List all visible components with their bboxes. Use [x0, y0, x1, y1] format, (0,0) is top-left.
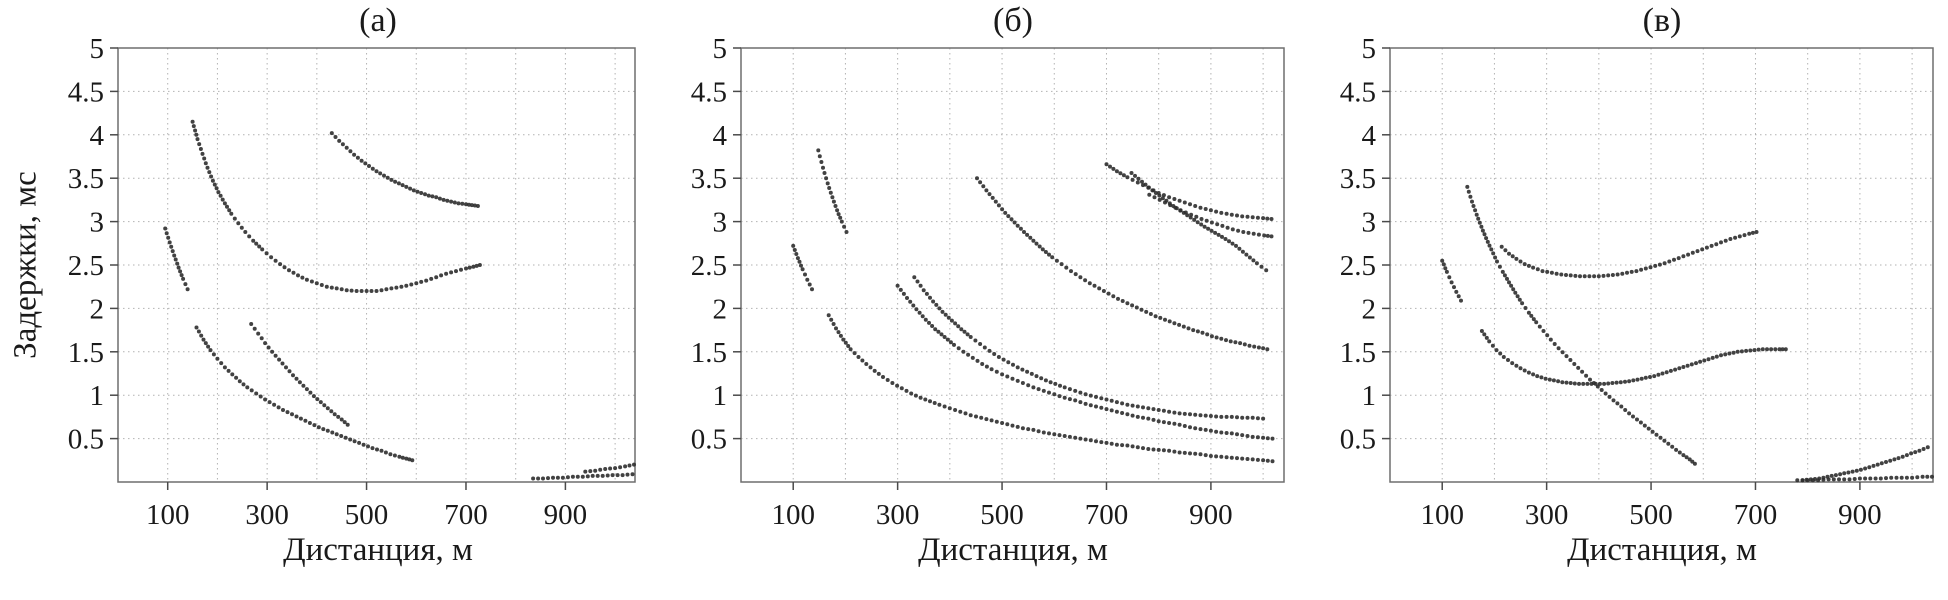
- panel-b-x-axis-label: Дистанция, м: [918, 532, 1108, 568]
- svg-text:5: 5: [713, 33, 728, 65]
- panel-b-title: (б): [993, 2, 1033, 39]
- svg-text:3.5: 3.5: [68, 163, 104, 195]
- svg-text:500: 500: [1629, 499, 1673, 531]
- svg-text:100: 100: [771, 499, 815, 531]
- svg-text:900: 900: [544, 499, 588, 531]
- panel-c-x-axis-label: Дистанция, м: [1567, 532, 1757, 568]
- svg-text:1.5: 1.5: [1340, 337, 1376, 369]
- svg-text:700: 700: [1734, 499, 1778, 531]
- data-points: [163, 119, 636, 481]
- scatter-plot-b: 100 300 500 700 900 0.5 1 1.5 2 2.5 3 3.5 4 4.5 5: [691, 33, 1285, 531]
- panel-a-x-axis-label: Дистанция, м: [283, 532, 473, 568]
- panel-c-title: (в): [1642, 2, 1682, 39]
- panel-a: (а) Задержки, мс 100 300 500 700 900 0.5 1 1.5 2…: [0, 0, 649, 600]
- svg-text:500: 500: [345, 499, 389, 531]
- svg-text:1.5: 1.5: [68, 337, 104, 369]
- svg-text:700: 700: [444, 499, 488, 531]
- svg-text:3: 3: [90, 207, 105, 239]
- svg-text:4.5: 4.5: [1340, 76, 1376, 108]
- svg-text:2: 2: [90, 293, 105, 325]
- data-points: [791, 148, 1275, 464]
- svg-text:2: 2: [1362, 293, 1377, 325]
- data-points: [1440, 184, 1934, 483]
- svg-text:5: 5: [1362, 33, 1377, 65]
- svg-text:4.5: 4.5: [68, 76, 104, 108]
- grid-lines: [118, 48, 635, 482]
- svg-text:1: 1: [1362, 380, 1377, 412]
- svg-text:300: 300: [1525, 499, 1569, 531]
- svg-text:1.5: 1.5: [691, 337, 727, 369]
- axis-ticks-and-labels: 100 300 500 700 900 0.5 1 1.5 2 2.5 3 3.5 4 4.5 5: [1340, 33, 1882, 531]
- panel-c: (в) 100 300 500 700 900 0.5 1 1.5 2 2.5 3 3.5 4 4.5 5 …: [1298, 0, 1947, 600]
- panel-a-title: (а): [359, 2, 397, 39]
- svg-text:1: 1: [90, 380, 105, 412]
- scatter-plot-a: 100 300 500 700 900 0.5 1 1.5 2 2.5 3 3.5 4 4.5 5: [68, 33, 636, 531]
- svg-text:4: 4: [1362, 120, 1377, 152]
- scatter-plot-c: 100 300 500 700 900 0.5 1 1.5 2 2.5 3 3.5 4 4.5 5: [1340, 33, 1934, 531]
- svg-text:2.5: 2.5: [68, 250, 104, 282]
- grid-lines: [741, 48, 1284, 482]
- svg-text:0.5: 0.5: [691, 424, 727, 456]
- svg-text:4: 4: [713, 120, 728, 152]
- svg-text:2.5: 2.5: [691, 250, 727, 282]
- svg-text:300: 300: [876, 499, 920, 531]
- svg-text:3.5: 3.5: [691, 163, 727, 195]
- plot-frame: [117, 47, 636, 483]
- axis-ticks-and-labels: 100 300 500 700 900 0.5 1 1.5 2 2.5 3 3.5 4 4.5 5: [68, 33, 587, 531]
- svg-text:900: 900: [1189, 499, 1233, 531]
- svg-text:3.5: 3.5: [1340, 163, 1376, 195]
- svg-text:300: 300: [245, 499, 289, 531]
- svg-text:3: 3: [713, 207, 728, 239]
- svg-text:5: 5: [90, 33, 105, 65]
- svg-text:100: 100: [1420, 499, 1464, 531]
- grid-lines: [1390, 48, 1933, 482]
- svg-text:4.5: 4.5: [691, 76, 727, 108]
- svg-text:4: 4: [90, 120, 105, 152]
- panel-b: (б) 100 300 500 700 900 0.5 1 1.5 2 2.5 3 3.5 4 4.5 5 …: [649, 0, 1298, 600]
- svg-text:2.5: 2.5: [1340, 250, 1376, 282]
- axis-ticks-and-labels: 100 300 500 700 900 0.5 1 1.5 2 2.5 3 3.5 4 4.5 5: [691, 33, 1233, 531]
- svg-text:500: 500: [980, 499, 1024, 531]
- svg-text:700: 700: [1085, 499, 1129, 531]
- svg-text:2: 2: [713, 293, 728, 325]
- svg-text:100: 100: [146, 499, 190, 531]
- svg-text:1: 1: [713, 380, 728, 412]
- svg-text:900: 900: [1838, 499, 1882, 531]
- svg-text:3: 3: [1362, 207, 1377, 239]
- svg-text:0.5: 0.5: [1340, 424, 1376, 456]
- svg-text:0.5: 0.5: [68, 424, 104, 456]
